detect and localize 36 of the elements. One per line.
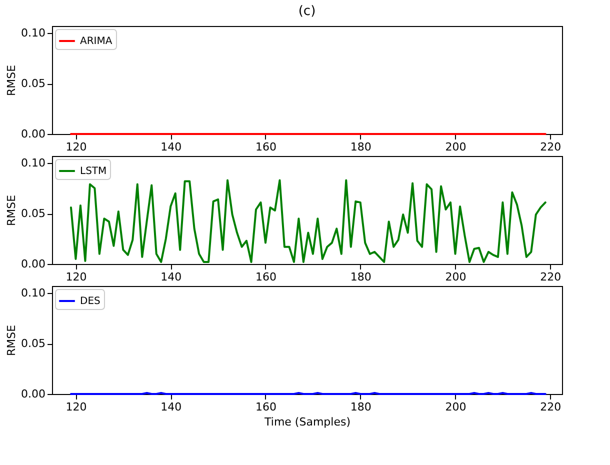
x-tick-label: 200: [445, 140, 466, 154]
x-tick-label: 160: [255, 400, 276, 414]
x-tick-label: 140: [160, 270, 182, 284]
chart-title: (c): [298, 4, 316, 19]
x-tick-label: 120: [66, 140, 87, 154]
x-tick-label: 180: [350, 140, 372, 154]
x-tick-label: 160: [255, 270, 276, 284]
legend-label: ARIMA: [80, 36, 112, 47]
x-tick-label: 140: [160, 400, 182, 414]
x-tick-label: 160: [255, 140, 276, 154]
y-tick-label: 0.00: [21, 128, 46, 140]
y-axis-title: RMSE: [5, 324, 18, 356]
x-tick-label: 220: [540, 140, 562, 154]
y-tick-label: 0.05: [21, 207, 46, 220]
y-tick-label: 0.00: [21, 258, 46, 270]
y-tick-label: 0.00: [21, 388, 46, 400]
legend-label: DES: [80, 296, 100, 307]
x-tick-label: 180: [350, 270, 372, 284]
y-axis-title: RMSE: [5, 194, 18, 226]
y-tick-label: 0.10: [21, 286, 46, 300]
x-tick-label: 120: [66, 270, 87, 284]
x-tick-label: 220: [540, 400, 562, 414]
line-series: [70, 179, 546, 263]
y-tick-label: 0.10: [21, 156, 46, 170]
y-tick-label: 0.10: [21, 26, 46, 40]
x-axis-title: Time (Samples): [264, 416, 350, 428]
x-tick-label: 180: [350, 400, 372, 414]
x-tick-label: 200: [445, 400, 466, 414]
y-axis-title: RMSE: [5, 64, 18, 96]
x-tick-label: 140: [160, 140, 182, 154]
legend-label: LSTM: [80, 166, 107, 177]
x-tick-label: 120: [66, 400, 87, 414]
y-tick-label: 0.05: [21, 77, 46, 90]
x-tick-label: 220: [540, 270, 562, 284]
y-tick-label: 0.05: [21, 337, 46, 350]
x-tick-label: 200: [445, 270, 466, 284]
